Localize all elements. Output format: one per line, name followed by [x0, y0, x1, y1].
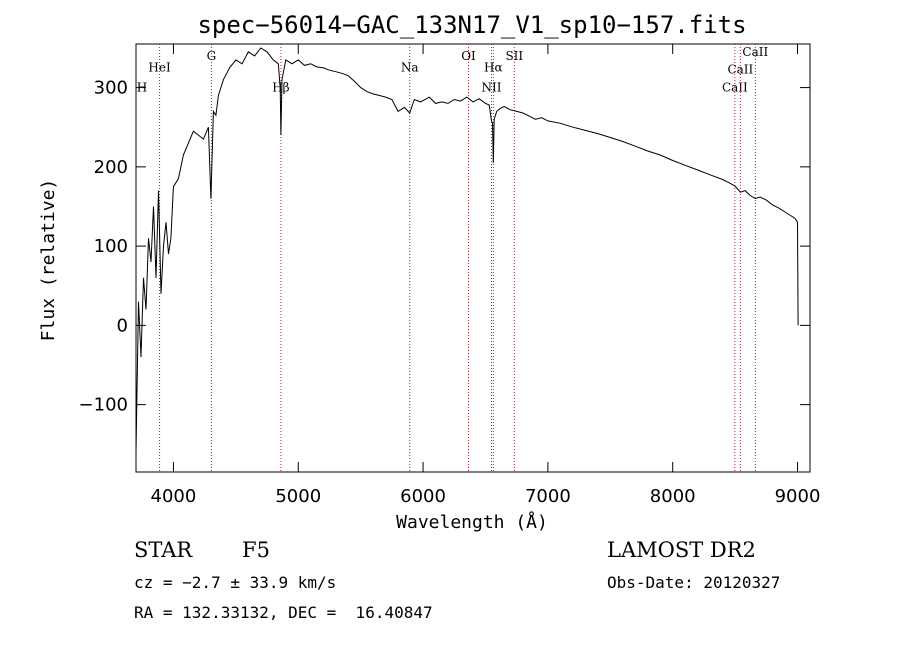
y-tick-label-0: −100 [79, 395, 128, 416]
x-tick-label-4: 8000 [650, 486, 696, 507]
line-label-6: Hα [484, 61, 503, 75]
line-label-2: G [207, 49, 217, 63]
x-tick-label-1: 5000 [275, 486, 321, 507]
y-tick-label-2: 100 [94, 236, 128, 257]
chart-title: spec−56014−GAC_133N17_V1_sp10−157.fits [197, 11, 746, 39]
sky-coordinates: RA = 132.33132, DEC = 16.40847 [134, 603, 433, 622]
y-axis-label: Flux (relative) [38, 179, 59, 342]
line-label-10: CaII [727, 62, 753, 76]
line-label-9: CaII [722, 81, 748, 95]
observation-date: Obs-Date: 20120327 [607, 573, 781, 592]
survey-name: LAMOST DR2 [607, 538, 756, 562]
line-label-11: CaII [742, 45, 768, 59]
line-label-7: NII [481, 81, 501, 95]
x-tick-label-0: 4000 [151, 486, 197, 507]
line-label-4: Na [401, 61, 419, 75]
x-tick-label-5: 9000 [775, 486, 821, 507]
plot-frame [135, 43, 811, 473]
y-tick-label-4: 300 [94, 78, 128, 99]
redshift-velocity: cz = −2.7 ± 33.9 km/s [134, 573, 337, 592]
y-tick-label-3: 200 [94, 157, 128, 178]
x-tick-label-3: 7000 [525, 486, 571, 507]
line-label-5: OI [461, 49, 476, 63]
spectrum-chart: spec−56014−GAC_133N17_V1_sp10−157.fits H… [38, 11, 821, 533]
line-label-0: HeI [148, 61, 171, 75]
object-subclass: F5 [242, 538, 270, 562]
axis-ticks: 4000 5000 6000 7000 8000 9000 −100 0 100 200 300 [79, 44, 821, 507]
object-class: STAR [134, 538, 193, 562]
spectrum-line [135, 47, 799, 453]
x-axis-label: Wavelength (Å) [396, 511, 548, 533]
y-tick-label-1: 0 [117, 315, 128, 336]
x-tick-label-2: 6000 [400, 486, 446, 507]
line-label-3: Hβ [272, 81, 289, 95]
line-label-8: SII [505, 49, 523, 63]
